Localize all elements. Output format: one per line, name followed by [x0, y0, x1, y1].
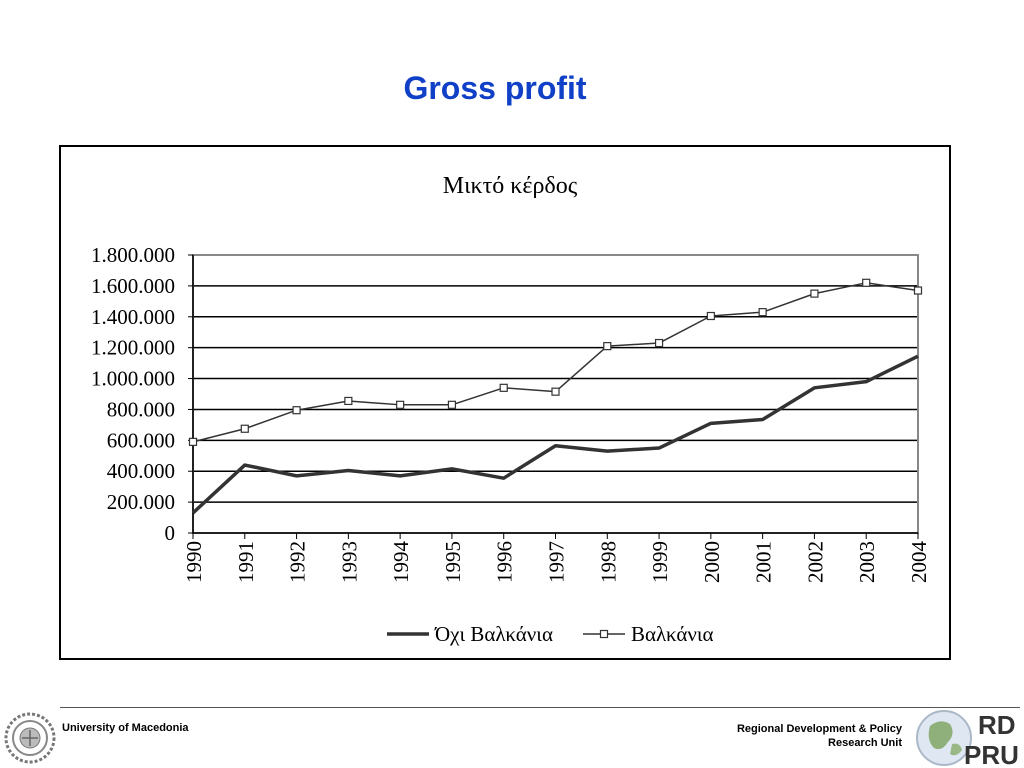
rdpru-logo: RD PRU	[916, 710, 1019, 768]
x-tick-label: 1999	[648, 541, 672, 583]
x-tick-label: 1996	[493, 541, 517, 583]
x-tick-label: 1994	[389, 541, 413, 584]
rdpru-logo-text-bottom: PRU	[964, 740, 1019, 768]
x-tick-label: 1990	[182, 541, 206, 583]
slide-title: Gross profit	[403, 70, 587, 106]
chart-frame: Μικτό κέρδος 0 200.000 400.000 600.000 800.0…	[59, 145, 951, 660]
legend-label-0: Όχι Βαλκάνια	[434, 622, 553, 646]
x-tick-label: 1998	[596, 541, 620, 583]
y-tick-label: 1.200.000	[91, 336, 175, 360]
x-tick-label: 2004	[907, 541, 931, 584]
x-tick-label: 1993	[337, 541, 361, 583]
x-tick-label: 2002	[803, 541, 827, 583]
chart-title: Μικτό κέρδος	[443, 173, 578, 199]
series-line-0	[191, 354, 919, 515]
university-name: University of Macedonia	[62, 722, 189, 734]
series-point-marker	[188, 437, 198, 446]
series-point-marker	[913, 286, 923, 295]
series-point-marker	[292, 406, 301, 415]
series-point-marker	[396, 400, 405, 409]
x-tick-label: 2000	[700, 541, 724, 583]
y-tick-label: 1.400.000	[91, 305, 175, 329]
university-seal-logo	[4, 712, 56, 764]
x-tick-label: 2001	[752, 541, 776, 583]
y-tick-label: 0	[165, 521, 176, 545]
grid-layer	[193, 285, 918, 503]
series-line-1	[192, 282, 919, 443]
footer-divider	[60, 707, 1020, 708]
y-axis-ticks: 0 200.000 400.000 600.000 800.000 1.000.000 1.…	[91, 243, 918, 545]
x-tick-label: 1992	[286, 541, 310, 583]
x-tick-label: 1991	[234, 541, 258, 583]
y-tick-label: 1.000.000	[91, 367, 175, 391]
series-point-marker	[758, 308, 767, 317]
x-tick-label: 1997	[545, 541, 569, 583]
series-point-marker	[654, 338, 664, 348]
research-unit-line2: Research Unit	[828, 737, 902, 749]
series-point-marker	[810, 289, 819, 298]
x-tick-label: 1995	[441, 541, 465, 583]
y-tick-label: 600.000	[107, 428, 175, 452]
series-point-marker	[240, 424, 249, 433]
research-unit-line1: Regional Development & Policy	[736, 723, 902, 735]
legend-marker	[599, 629, 609, 639]
x-tick-label: 2003	[855, 541, 879, 583]
legend-label-1: Βαλκάνια	[631, 622, 714, 646]
series-point-marker	[603, 342, 612, 351]
series-layer	[188, 278, 923, 515]
research-unit-name: Regional Development & Policy Research U…	[642, 722, 902, 750]
series-point-marker	[551, 387, 560, 396]
series-point-marker	[447, 400, 457, 409]
x-axis-ticks: 1990 1991 1992 1993 1994 1995 1996 1997 1998 1999…	[182, 533, 931, 583]
chart-svg: Μικτό κέρδος 0 200.000 400.000 600.000 800.0…	[91, 173, 931, 646]
y-tick-label: 800.000	[107, 397, 175, 421]
series-point-marker	[862, 278, 871, 287]
rdpru-logo-text-top: RD	[978, 710, 1016, 740]
y-tick-label: 200.000	[107, 490, 175, 514]
y-tick-label: 1.600.000	[91, 274, 175, 298]
series-point-marker	[344, 396, 353, 406]
legend: Όχι Βαλκάνια Βαλκάνια	[387, 622, 714, 646]
series-point-marker	[706, 311, 715, 321]
y-tick-label: 1.800.000	[91, 243, 175, 267]
series-point-marker	[499, 383, 508, 392]
y-tick-label: 400.000	[107, 459, 175, 483]
